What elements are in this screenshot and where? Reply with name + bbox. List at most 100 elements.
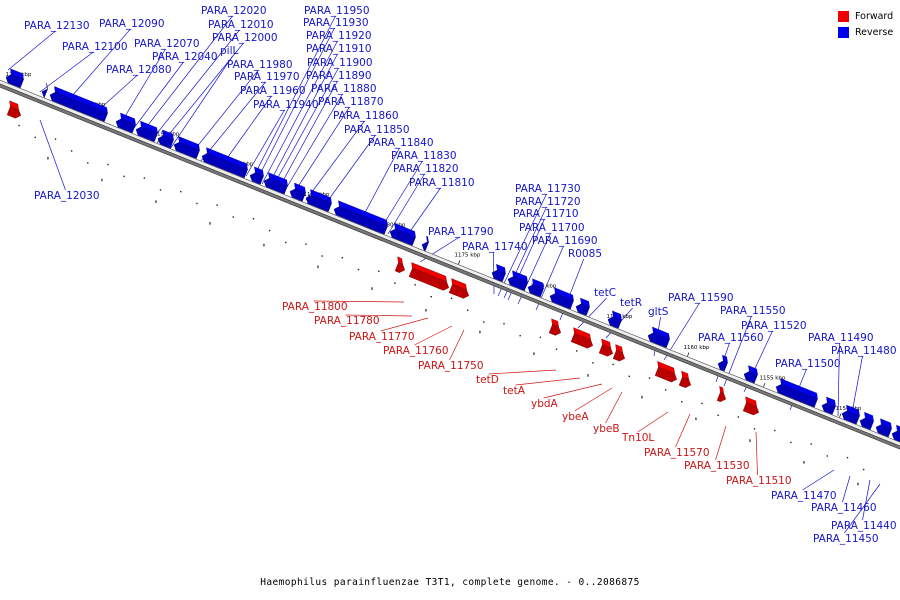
forward-gene-label[interactable]: PARA_11770 bbox=[349, 331, 415, 343]
reverse-gene-label[interactable]: PARA_11590 bbox=[668, 292, 734, 304]
forward-gene-label[interactable]: PARA_11800 bbox=[282, 301, 348, 313]
reverse-gene-label[interactable]: PARA_11450 bbox=[813, 533, 879, 545]
reverse-gene-block[interactable] bbox=[549, 287, 574, 310]
forward-gene-label[interactable]: ybdA bbox=[531, 398, 559, 410]
reverse-gene-block[interactable] bbox=[157, 129, 174, 149]
reverse-gene-block[interactable] bbox=[201, 147, 248, 179]
reverse-gene-label[interactable]: PARA_11910 bbox=[306, 43, 372, 55]
reverse-gene-label[interactable]: PARA_11560 bbox=[698, 332, 764, 344]
forward-gene-label[interactable]: PARA_11570 bbox=[644, 447, 710, 459]
reverse-gene-label[interactable]: PARA_12010 bbox=[208, 19, 274, 31]
forward-gene-block[interactable] bbox=[654, 361, 678, 383]
forward-gene-label[interactable]: tetD bbox=[476, 374, 499, 386]
reverse-gene-label[interactable]: PARA_11810 bbox=[409, 177, 475, 189]
reverse-gene-label[interactable]: PARA_11490 bbox=[808, 332, 874, 344]
reverse-gene-label[interactable]: PARA_11960 bbox=[240, 85, 306, 97]
forward-gene-block[interactable] bbox=[678, 370, 692, 388]
reverse-gene-label[interactable]: PARA_12040 bbox=[152, 51, 218, 63]
reverse-gene-label[interactable]: PARA_11880 bbox=[311, 83, 377, 95]
reverse-gene-label[interactable]: PARA_11860 bbox=[333, 110, 399, 122]
reverse-gene-label[interactable]: PARA_11940 bbox=[253, 99, 319, 111]
reverse-gene-label[interactable]: PARA_12100 bbox=[62, 41, 128, 53]
reverse-gene-label[interactable]: PARA_11870 bbox=[318, 96, 384, 108]
forward-gene-label[interactable]: PARA_11780 bbox=[314, 315, 380, 327]
forward-gene-block[interactable] bbox=[394, 256, 406, 273]
reverse-gene-label[interactable]: PARA_11480 bbox=[831, 345, 897, 357]
reverse-gene-label[interactable]: R0085 bbox=[568, 248, 602, 260]
reverse-gene-label[interactable]: PARA_11460 bbox=[811, 502, 877, 514]
reverse-gene-label[interactable]: PARA_11520 bbox=[741, 320, 807, 332]
reverse-gene-block[interactable] bbox=[743, 365, 758, 384]
reverse-gene-block[interactable] bbox=[135, 120, 158, 142]
reverse-gene-label[interactable]: PARA_11840 bbox=[368, 137, 434, 149]
reverse-gene-block[interactable] bbox=[717, 354, 728, 372]
reverse-gene-block[interactable] bbox=[891, 424, 900, 443]
reverse-gene-label[interactable]: PARA_12090 bbox=[99, 18, 165, 30]
reverse-gene-label[interactable]: PARA_11950 bbox=[304, 5, 370, 17]
reverse-gene-block[interactable] bbox=[575, 297, 590, 316]
reverse-gene-label[interactable]: PARA_11720 bbox=[515, 196, 581, 208]
reverse-gene-block[interactable] bbox=[305, 189, 332, 212]
forward-gene-label[interactable]: PARA_11760 bbox=[383, 345, 449, 357]
reverse-gene-label[interactable]: PARA_11470 bbox=[771, 490, 837, 502]
forward-gene-label[interactable]: PARA_11750 bbox=[418, 360, 484, 372]
reverse-gene-label[interactable]: PARA_12070 bbox=[134, 38, 200, 50]
forward-gene-block[interactable] bbox=[716, 385, 727, 403]
reverse-gene-label[interactable]: PARA_11700 bbox=[519, 222, 585, 234]
reverse-gene-block[interactable] bbox=[173, 136, 200, 159]
reverse-gene-label[interactable]: tetR bbox=[620, 297, 642, 309]
forward-gene-label[interactable]: PARA_11510 bbox=[726, 475, 792, 487]
reverse-gene-block[interactable] bbox=[263, 172, 288, 195]
reverse-gene-block[interactable] bbox=[333, 200, 388, 235]
reverse-gene-block[interactable] bbox=[49, 86, 108, 122]
reverse-gene-label[interactable]: PARA_11440 bbox=[831, 520, 897, 532]
forward-gene-block[interactable] bbox=[742, 396, 760, 416]
reverse-gene-block[interactable] bbox=[875, 418, 892, 438]
reverse-gene-label[interactable]: PARA_11820 bbox=[393, 163, 459, 175]
reverse-gene-block[interactable] bbox=[841, 404, 860, 425]
forward-gene-block[interactable] bbox=[448, 278, 470, 299]
reverse-gene-label[interactable]: PARA_11980 bbox=[227, 59, 293, 71]
forward-gene-label[interactable]: ybeA bbox=[562, 411, 589, 423]
reverse-gene-label[interactable]: PARA_11850 bbox=[344, 124, 410, 136]
forward-gene-block[interactable] bbox=[408, 262, 450, 291]
reverse-gene-label[interactable]: pilL bbox=[220, 45, 238, 57]
reverse-gene-block[interactable] bbox=[607, 310, 622, 329]
reverse-gene-block[interactable] bbox=[775, 378, 818, 408]
reverse-gene-block[interactable] bbox=[5, 68, 24, 89]
reverse-gene-block[interactable] bbox=[41, 83, 48, 98]
reverse-gene-label[interactable]: PARA_11500 bbox=[775, 358, 841, 370]
reverse-gene-block[interactable] bbox=[821, 396, 836, 415]
reverse-gene-label[interactable]: tetC bbox=[594, 287, 616, 299]
reverse-gene-label[interactable]: PARA_11930 bbox=[303, 17, 369, 29]
reverse-gene-block[interactable] bbox=[115, 112, 136, 134]
reverse-gene-label[interactable]: PARA_12020 bbox=[201, 5, 267, 17]
reverse-gene-label[interactable]: PARA_11710 bbox=[513, 208, 579, 220]
reverse-gene-block[interactable] bbox=[491, 263, 506, 282]
reverse-gene-block[interactable] bbox=[527, 278, 544, 298]
reverse-gene-block[interactable] bbox=[289, 182, 306, 202]
reverse-gene-label[interactable]: PARA_12000 bbox=[212, 32, 278, 44]
forward-gene-block[interactable] bbox=[612, 344, 626, 362]
reverse-gene-label[interactable]: PARA_11740 bbox=[462, 241, 528, 253]
forward-gene-label[interactable]: PARA_11530 bbox=[684, 460, 750, 472]
forward-gene-block[interactable] bbox=[598, 338, 614, 357]
reverse-gene-block[interactable] bbox=[421, 235, 429, 251]
forward-gene-label[interactable]: Tn10L bbox=[621, 432, 654, 444]
reverse-gene-label[interactable]: gltS bbox=[648, 306, 669, 318]
reverse-gene-label[interactable]: PARA_11830 bbox=[391, 150, 457, 162]
forward-gene-block[interactable] bbox=[570, 327, 594, 349]
reverse-gene-label[interactable]: PARA_12130 bbox=[24, 20, 90, 32]
reverse-gene-block[interactable] bbox=[859, 411, 874, 430]
reverse-gene-label[interactable]: PARA_11550 bbox=[720, 305, 786, 317]
reverse-gene-label[interactable]: PARA_11790 bbox=[428, 226, 494, 238]
reverse-gene-label[interactable]: PARA_12080 bbox=[106, 64, 172, 76]
reverse-gene-label[interactable]: PARA_11920 bbox=[306, 30, 372, 42]
reverse-gene-label[interactable]: PARA_11970 bbox=[234, 71, 300, 83]
reverse-gene-label[interactable]: PARA_11690 bbox=[532, 235, 598, 247]
forward-gene-block[interactable] bbox=[6, 100, 22, 119]
reverse-gene-label[interactable]: PARA_12030 bbox=[34, 190, 100, 202]
reverse-gene-block[interactable] bbox=[507, 270, 528, 291]
reverse-gene-block[interactable] bbox=[389, 222, 416, 246]
reverse-gene-block[interactable] bbox=[647, 326, 670, 348]
